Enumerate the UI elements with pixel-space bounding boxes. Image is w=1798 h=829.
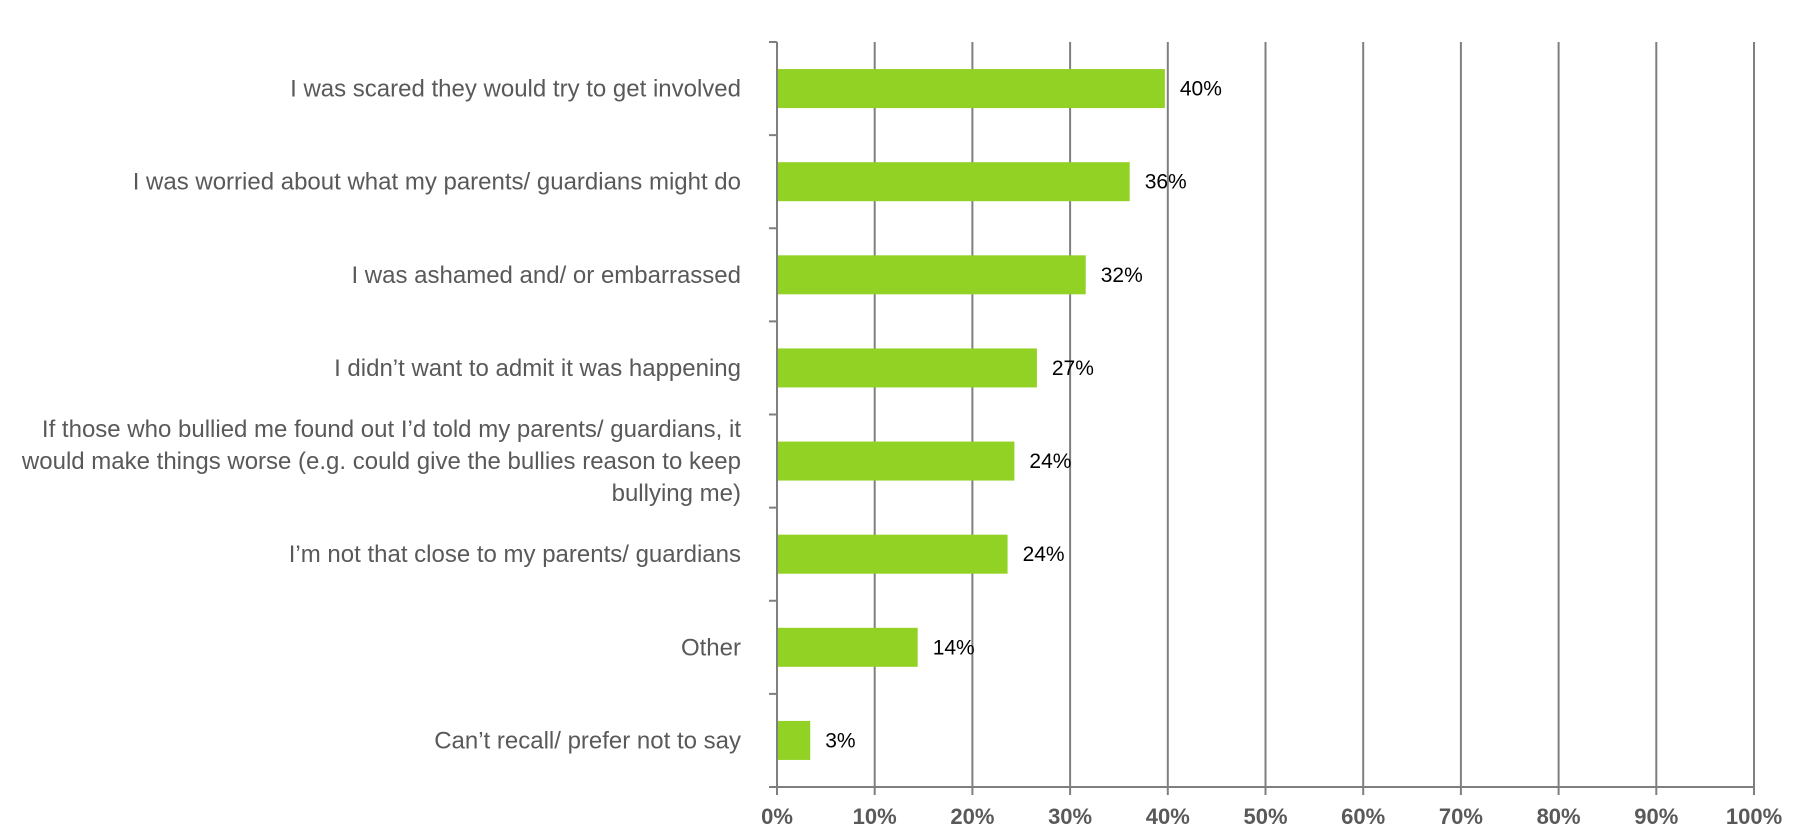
x-tick-label-80: 80%: [1537, 804, 1581, 829]
category-label-line: I’m not that close to my parents/ guardi…: [289, 541, 741, 568]
bar-4: [777, 441, 1015, 481]
x-tick-label-60: 60%: [1341, 804, 1385, 829]
labels: 40% 36% 32% 27% 24% 24% 14% 3% 0% 10% 20% 30% 40% 50%…: [21, 76, 1782, 829]
data-label-0: 40%: [1180, 78, 1222, 101]
data-label-1: 36%: [1145, 171, 1187, 194]
category-label-1: I was worried about what my parents/ gua…: [133, 169, 741, 196]
category-label-line: bullying me): [612, 480, 741, 507]
data-label-5: 24%: [1023, 543, 1065, 566]
category-label-0: I was scared they would try to get invol…: [290, 76, 741, 103]
gridlines: [873, 42, 1755, 787]
x-tick-label-20: 20%: [950, 804, 994, 829]
x-tick-label-30: 30%: [1048, 804, 1092, 829]
category-label-line: would make things worse (e.g. could give…: [21, 448, 741, 475]
x-tick-label-40: 40%: [1146, 804, 1190, 829]
category-label-line: I was worried about what my parents/ gua…: [133, 169, 741, 196]
data-label-2: 32%: [1101, 264, 1143, 287]
bar-7: [777, 720, 811, 760]
x-tick-label-0: 0%: [761, 804, 793, 829]
category-label-4: If those who bullied me found out I’d to…: [21, 416, 741, 507]
category-label-line: Can’t recall/ prefer not to say: [434, 727, 741, 754]
category-label-line: Other: [681, 634, 741, 661]
bar-1: [777, 162, 1130, 202]
bar-5: [777, 534, 1008, 574]
category-label-line: I was scared they would try to get invol…: [290, 76, 741, 103]
category-label-line: I was ashamed and/ or embarrassed: [351, 262, 741, 289]
bars: [777, 69, 1165, 760]
data-label-4: 24%: [1029, 450, 1071, 473]
data-label-7: 3%: [825, 729, 855, 752]
category-label-line: I didn’t want to admit it was happening: [334, 355, 741, 382]
category-label-7: Can’t recall/ prefer not to say: [434, 727, 741, 754]
category-label-5: I’m not that close to my parents/ guardi…: [289, 541, 741, 568]
bar-0: [777, 69, 1165, 109]
axes: [769, 41, 1755, 795]
category-label-line: If those who bullied me found out I’d to…: [42, 416, 741, 443]
x-tick-label-50: 50%: [1243, 804, 1287, 829]
x-tick-label-100: 100%: [1726, 804, 1782, 829]
bar-2: [777, 255, 1086, 295]
x-tick-label-90: 90%: [1634, 804, 1678, 829]
data-label-3: 27%: [1052, 357, 1094, 380]
x-tick-label-10: 10%: [853, 804, 897, 829]
bar-6: [777, 627, 918, 667]
category-label-2: I was ashamed and/ or embarrassed: [351, 262, 741, 289]
x-tick-label-70: 70%: [1439, 804, 1483, 829]
data-label-6: 14%: [933, 636, 975, 659]
bar-3: [777, 348, 1037, 388]
category-label-6: Other: [681, 634, 741, 661]
category-label-3: I didn’t want to admit it was happening: [334, 355, 741, 382]
